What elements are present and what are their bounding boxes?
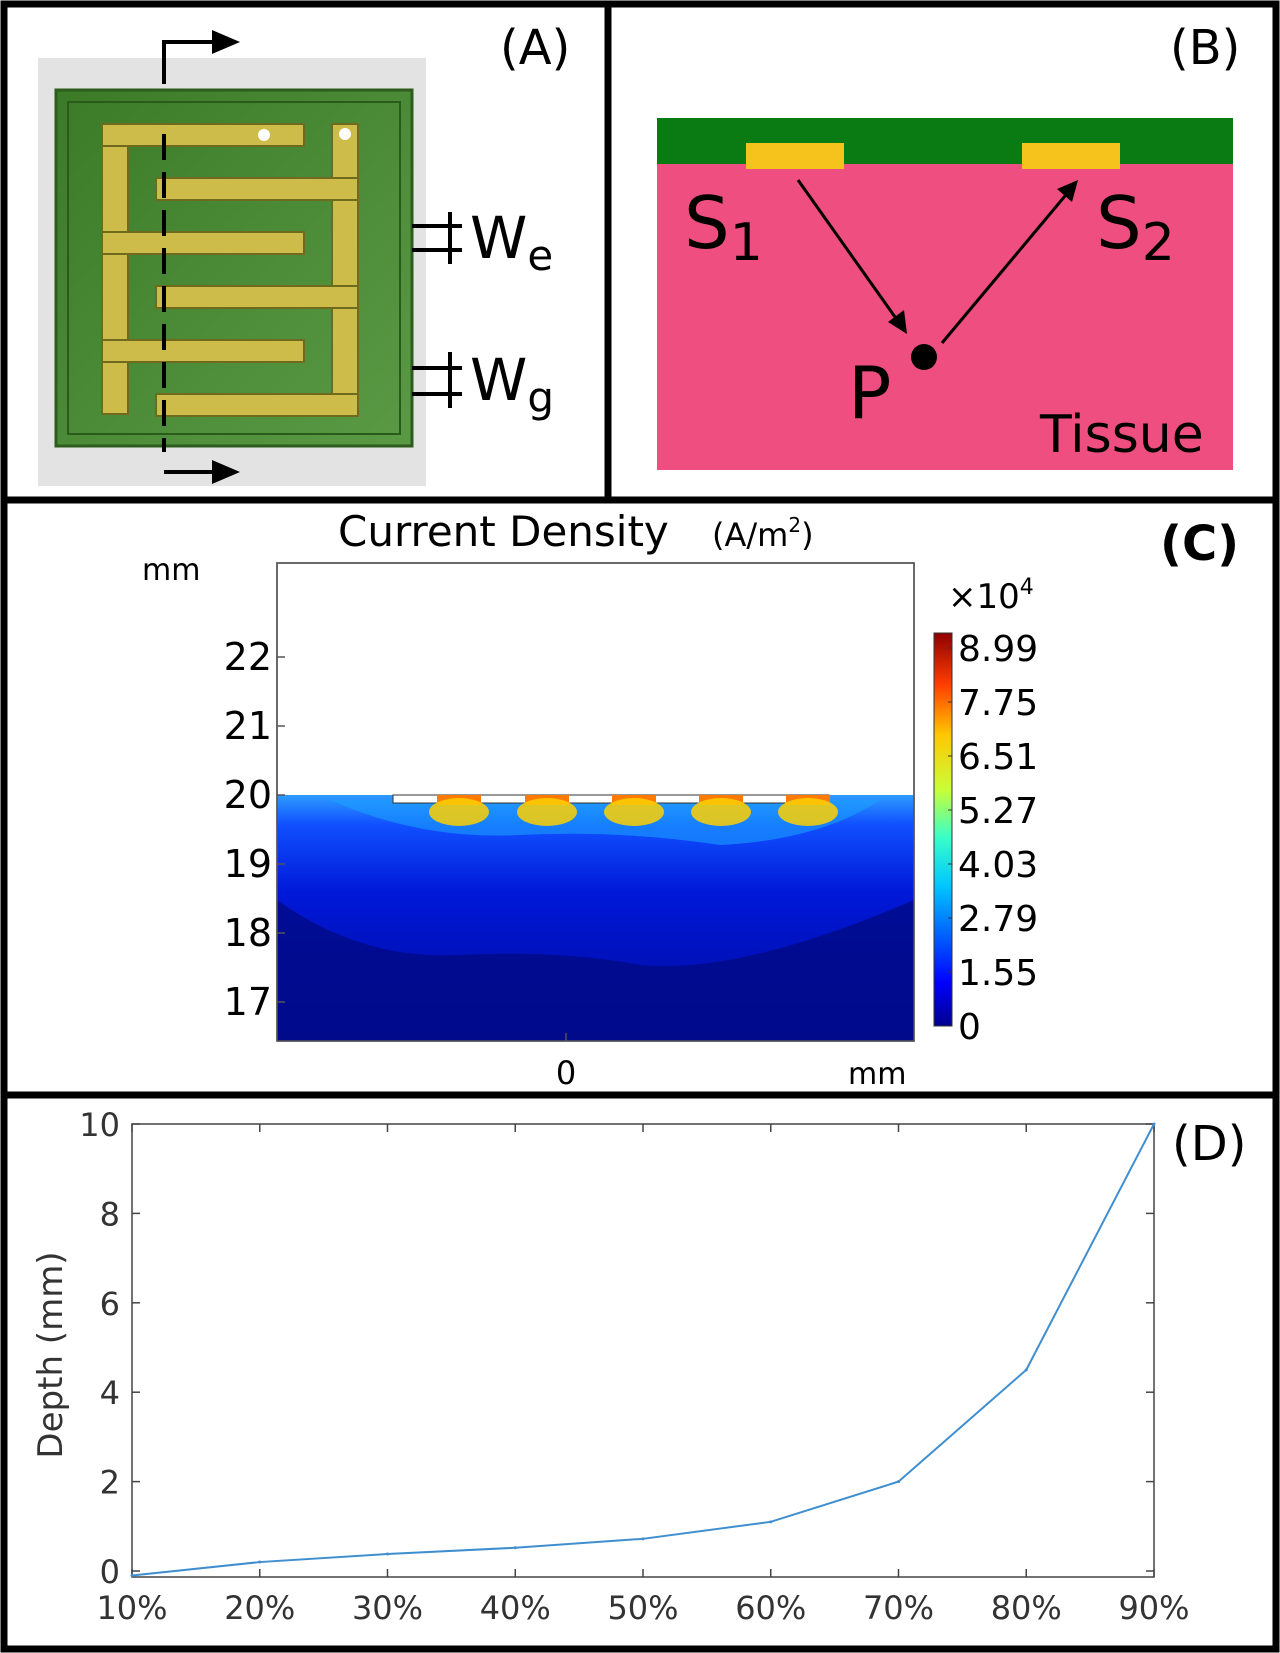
arrowhead-icon (212, 30, 240, 54)
heatmap-y-ticks: 22 21 20 19 18 17 (224, 635, 285, 1024)
colorbar-ticks: 8.99 7.75 6.51 5.27 4.03 2.79 1.55 0 (948, 629, 1038, 1048)
y-tick-label: 18 (224, 911, 272, 955)
tissue-region (657, 164, 1233, 470)
wg-marker (412, 352, 462, 408)
path-p-to-s2 (940, 189, 1072, 344)
left-comb-electrode (101, 123, 305, 415)
arrowhead-icon (888, 310, 907, 334)
data-point (1024, 1368, 1028, 1372)
panel-label-c: (C) (1160, 516, 1239, 572)
data-point (258, 1560, 262, 1564)
heatmap-units: (A/m2) (712, 513, 814, 554)
data-point (769, 1520, 773, 1524)
x-tick-label: 50% (607, 1589, 678, 1627)
plot-area (131, 1123, 1155, 1578)
y-tick-label: 22 (224, 635, 272, 679)
tissue-label: Tissue (1039, 405, 1204, 465)
data-point (1152, 1122, 1156, 1126)
x-tick-label: 20% (224, 1589, 295, 1627)
we-marker (412, 212, 462, 264)
colorbar-tick-label: 2.79 (958, 899, 1038, 940)
panel-label-d: (D) (1172, 1116, 1246, 1172)
series-lines (130, 1122, 1156, 1577)
s1-label: S1 (684, 181, 763, 273)
y-tick-label: 21 (224, 704, 272, 748)
s2-label: S2 (1096, 181, 1175, 273)
y-axis-ticks: 0 2 4 6 8 10 (79, 1106, 1154, 1591)
y-unit-label: mm (142, 553, 200, 588)
data-point (513, 1546, 517, 1550)
colorbar-tick-label: 8.99 (958, 629, 1038, 670)
x-unit-label: mm (848, 1057, 906, 1092)
panel-d: 0 2 4 6 8 10 10% 20% 30% 40% 50% 60% 70% 80% 90% Dept… (31, 1106, 1246, 1627)
sensor-substrate (657, 118, 1233, 164)
data-point (641, 1537, 645, 1541)
x-tick-label: 30% (352, 1589, 423, 1627)
y-tick-label: 19 (224, 842, 272, 886)
panel-a: We Wg (A) (38, 20, 570, 486)
colorbar-tick-label: 6.51 (958, 737, 1038, 778)
wg-label: Wg (470, 346, 554, 422)
y-tick-label: 17 (224, 980, 272, 1024)
x-tick-label: 60% (735, 1589, 806, 1627)
right-comb-electrode (155, 123, 359, 417)
electrode-s2 (1022, 143, 1120, 169)
y-tick-label: 0 (100, 1553, 120, 1591)
deep-region (277, 900, 914, 1041)
panel-label-b: (B) (1170, 20, 1240, 76)
section-arrow-top (162, 40, 220, 84)
arrowhead-icon (1057, 180, 1078, 202)
y-tick-label: 10 (79, 1106, 120, 1144)
we-label: We (470, 204, 553, 280)
x-tick-0: 0 (556, 1054, 576, 1092)
x-tick-label: 40% (480, 1589, 551, 1627)
panel-c: Current Density (A/m2) (C) mm 22 21 20 19 18… (142, 507, 1239, 1092)
y-tick-label: 2 (100, 1464, 120, 1502)
point-p (911, 344, 937, 370)
path-s1-to-p (796, 179, 902, 325)
via-hole (258, 129, 270, 141)
panel-label-a: (A) (500, 20, 570, 76)
y-tick-label: 4 (100, 1374, 120, 1412)
x-tick-label: 70% (863, 1589, 934, 1627)
colorbar-tick-label: 0 (958, 1007, 981, 1048)
via-hole (339, 128, 351, 140)
colorbar-tick-label: 5.27 (958, 791, 1038, 832)
p-label: P (848, 351, 891, 435)
colorbar-multiplier: ×104 (948, 575, 1034, 617)
y-tick-label: 6 (100, 1285, 120, 1323)
electrode-s1 (746, 143, 844, 169)
x-axis-ticks: 10% 20% 30% 40% 50% 60% 70% 80% 90% (96, 1124, 1190, 1627)
colorbar-tick-label: 7.75 (958, 683, 1038, 724)
y-tick-label: 8 (100, 1195, 120, 1233)
data-point (386, 1552, 389, 1556)
colorbar-tick-label: 1.55 (958, 953, 1038, 994)
heatmap-title: Current Density (338, 507, 669, 556)
x-tick-label: 10% (96, 1589, 167, 1627)
colorbar-tick-label: 4.03 (958, 845, 1038, 886)
arrowhead-icon (212, 460, 240, 484)
hotspots (429, 795, 838, 826)
data-point (130, 1573, 134, 1577)
data-point (897, 1480, 900, 1484)
colorbar (933, 632, 953, 1027)
x-tick-label: 80% (991, 1589, 1062, 1627)
y-tick-label: 20 (224, 773, 272, 817)
y-axis-label: Depth (mm) (31, 1251, 71, 1458)
panel-b: S1 S2 P Tissue (B) (657, 20, 1240, 470)
x-tick-label: 90% (1118, 1589, 1189, 1627)
